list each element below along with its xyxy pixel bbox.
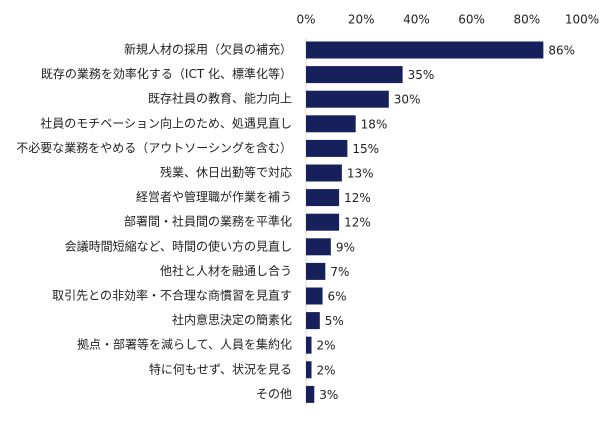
bar bbox=[306, 41, 544, 59]
value-label: 18% bbox=[361, 117, 388, 131]
bar bbox=[306, 312, 320, 330]
category-label: 取引先との非効率・不合理な商慣習を見直す bbox=[52, 288, 292, 303]
value-label: 9% bbox=[336, 240, 355, 254]
bar bbox=[306, 164, 342, 182]
category-label: 既存の業務を効率化する（ICT 化、標準化等） bbox=[41, 66, 292, 81]
value-label: 35% bbox=[408, 68, 435, 82]
category-label: 経営者や管理職が作業を補う bbox=[136, 189, 292, 204]
bar bbox=[306, 213, 340, 231]
x-tick-label: 20% bbox=[348, 13, 375, 27]
value-label: 6% bbox=[328, 290, 347, 304]
category-label: 会議時間短縮など、時間の使い方の見直し bbox=[65, 238, 292, 253]
x-tick-label: 100% bbox=[565, 13, 599, 27]
category-label: 拠点・部署等を減らして、人員を集約化 bbox=[77, 337, 292, 352]
value-label: 2% bbox=[317, 363, 336, 377]
bar bbox=[306, 361, 312, 379]
category-labels: 新規人材の採用（欠員の補充） 既存の業務を効率化する（ICT 化、標準化等） 既存社… bbox=[16, 42, 292, 401]
category-label: 部署間・社員間の業務を平準化 bbox=[124, 214, 292, 229]
category-label: 不必要な業務をやめる（アウトソーシングを含む） bbox=[16, 140, 292, 155]
category-label: その他 bbox=[256, 387, 292, 401]
value-label: 86% bbox=[548, 44, 575, 58]
bar bbox=[306, 90, 389, 108]
value-labels: 86% 35% 30% 18% 15% 13% 12% 12% 9% 7% 6% 5% 2% 2% 3% bbox=[317, 44, 576, 402]
value-label: 30% bbox=[394, 93, 421, 107]
value-label: 3% bbox=[319, 388, 338, 402]
x-tick-label: 60% bbox=[458, 13, 485, 27]
bar bbox=[306, 66, 403, 84]
value-label: 2% bbox=[317, 339, 336, 353]
bar bbox=[306, 262, 326, 280]
bar bbox=[306, 238, 331, 256]
category-label: 既存社員の教育、能力向上 bbox=[148, 91, 292, 106]
x-tick-label: 40% bbox=[403, 13, 430, 27]
bar bbox=[306, 115, 356, 133]
bar bbox=[306, 139, 348, 157]
value-label: 12% bbox=[344, 216, 371, 230]
category-label: 残業、休日出勤等で対応 bbox=[160, 166, 292, 180]
category-label: 特に何もせず、状況を見る bbox=[149, 361, 292, 376]
x-tick-label: 80% bbox=[513, 13, 540, 27]
bars bbox=[306, 41, 544, 403]
bar bbox=[306, 385, 315, 403]
value-label: 7% bbox=[330, 265, 349, 279]
category-label: 他社と人材を融通し合う bbox=[160, 263, 292, 278]
value-label: 5% bbox=[325, 314, 344, 328]
bar bbox=[306, 336, 312, 354]
bar bbox=[306, 287, 323, 305]
category-label: 社内意思決定の簡素化 bbox=[172, 312, 292, 327]
value-label: 13% bbox=[347, 167, 374, 181]
bar bbox=[306, 189, 340, 207]
value-label: 12% bbox=[344, 191, 371, 205]
category-label: 新規人材の採用（欠員の補充） bbox=[124, 42, 292, 57]
category-label: 社員のモチベーション向上のため、処遇見直し bbox=[40, 115, 292, 130]
value-label: 15% bbox=[352, 142, 379, 156]
x-axis-ticks: 0% 20% 40% 60% 80% 100% bbox=[296, 13, 599, 27]
x-tick-label: 0% bbox=[296, 13, 315, 27]
